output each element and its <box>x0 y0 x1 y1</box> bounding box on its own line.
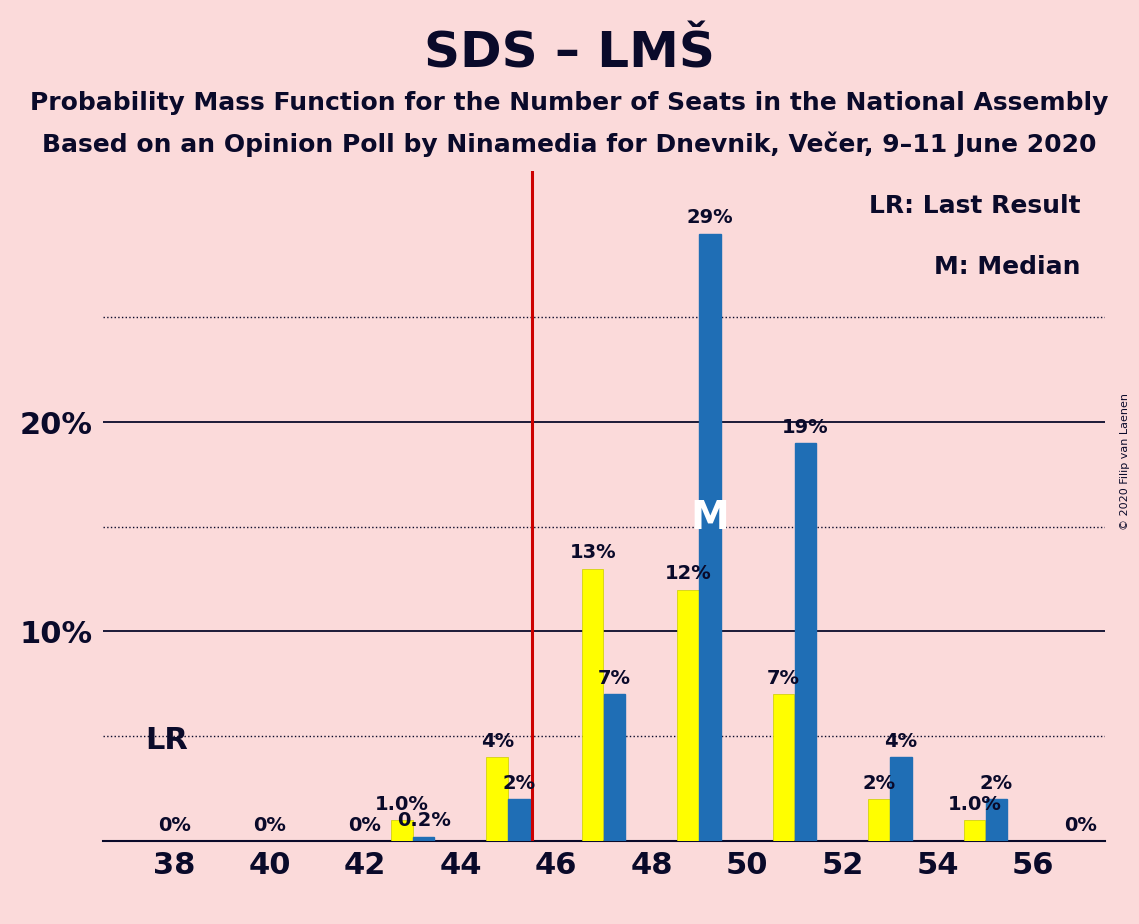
Text: 1.0%: 1.0% <box>375 795 428 814</box>
Bar <box>773 694 794 841</box>
Text: 29%: 29% <box>687 209 734 227</box>
Bar <box>868 799 890 841</box>
Bar <box>413 836 434 841</box>
Text: 7%: 7% <box>767 669 800 688</box>
Bar <box>985 799 1007 841</box>
Text: Probability Mass Function for the Number of Seats in the National Assembly: Probability Mass Function for the Number… <box>31 91 1108 115</box>
Text: 12%: 12% <box>665 565 712 583</box>
Bar <box>486 757 508 841</box>
Text: 19%: 19% <box>782 418 829 437</box>
Text: 0%: 0% <box>253 816 286 834</box>
Bar <box>699 234 721 841</box>
Text: 2%: 2% <box>502 773 535 793</box>
Text: 0.2%: 0.2% <box>396 811 451 831</box>
Text: LR: LR <box>146 726 188 755</box>
Bar <box>678 590 699 841</box>
Text: 13%: 13% <box>570 543 616 563</box>
Text: 2%: 2% <box>980 773 1013 793</box>
Text: 0%: 0% <box>157 816 190 834</box>
Text: © 2020 Filip van Laenen: © 2020 Filip van Laenen <box>1121 394 1130 530</box>
Text: Based on an Opinion Poll by Ninamedia for Dnevnik, Večer, 9–11 June 2020: Based on an Opinion Poll by Ninamedia fo… <box>42 131 1097 157</box>
Bar <box>391 820 412 841</box>
Bar <box>582 568 604 841</box>
Text: 4%: 4% <box>481 732 514 751</box>
Text: SDS – LMŠ: SDS – LMŠ <box>424 30 715 78</box>
Text: 0%: 0% <box>349 816 382 834</box>
Bar <box>508 799 530 841</box>
Bar <box>604 694 625 841</box>
Bar <box>964 820 985 841</box>
Text: 4%: 4% <box>885 732 918 751</box>
Bar <box>795 444 817 841</box>
Text: LR: Last Result: LR: Last Result <box>869 194 1081 218</box>
Text: 0%: 0% <box>1065 816 1097 834</box>
Text: 2%: 2% <box>862 773 895 793</box>
Bar <box>891 757 911 841</box>
Text: 7%: 7% <box>598 669 631 688</box>
Text: M: Median: M: Median <box>934 255 1081 279</box>
Text: M: M <box>690 499 729 537</box>
Text: 1.0%: 1.0% <box>948 795 1001 814</box>
